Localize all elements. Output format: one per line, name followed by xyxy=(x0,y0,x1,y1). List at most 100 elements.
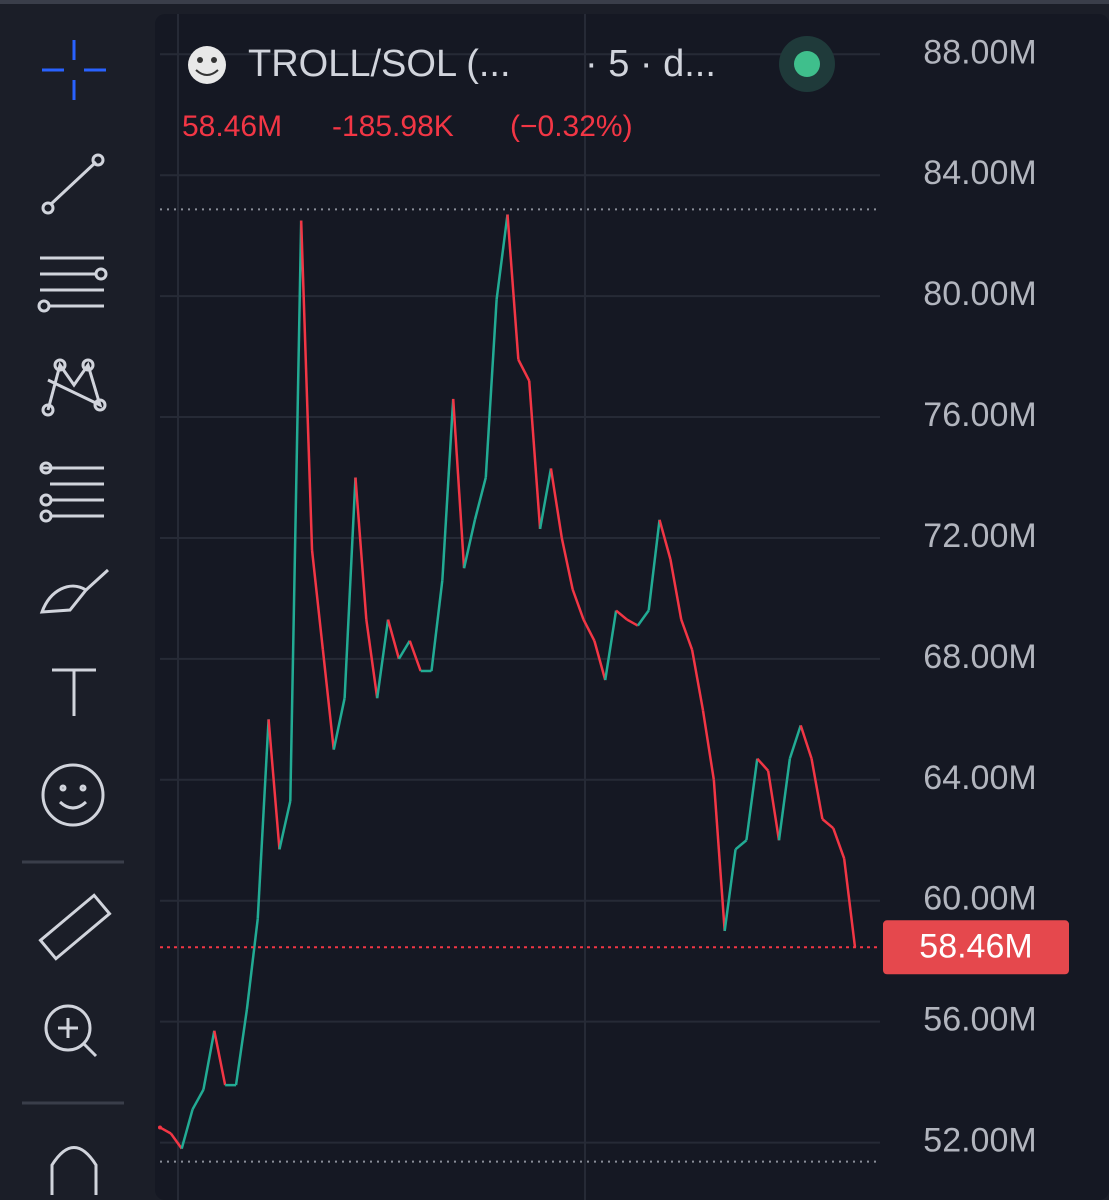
price-segment xyxy=(245,918,259,1010)
text-tool[interactable] xyxy=(52,668,96,716)
price-segment xyxy=(766,770,781,841)
price-segment xyxy=(821,818,835,830)
price-segment xyxy=(701,710,716,781)
price-segment xyxy=(386,619,401,660)
price-segment xyxy=(615,609,628,621)
price-segment xyxy=(365,619,379,699)
price-segment xyxy=(321,649,335,750)
change: -185.98K xyxy=(332,110,454,143)
price-segment xyxy=(267,719,281,850)
price-segment xyxy=(278,800,292,850)
price-segment xyxy=(680,619,694,651)
top-border xyxy=(0,0,1109,4)
price-segment xyxy=(289,220,303,801)
price-segment xyxy=(756,757,770,772)
price-segment xyxy=(560,537,574,590)
y-tick-label: 80.00M xyxy=(923,275,1036,313)
price-segment xyxy=(495,214,509,300)
plot-panel xyxy=(155,14,1109,1200)
price-segment xyxy=(462,519,477,569)
price-segment xyxy=(408,640,422,672)
status-dot xyxy=(794,51,820,77)
price-segment xyxy=(202,1030,216,1090)
last-price-label: 58.46M xyxy=(919,927,1032,965)
price-segment xyxy=(636,609,650,627)
price-segment xyxy=(626,618,639,627)
emoji-tool[interactable] xyxy=(41,763,105,827)
price-segment xyxy=(517,359,531,382)
brush-tool[interactable] xyxy=(39,568,110,614)
y-tick-label: 52.00M xyxy=(923,1122,1036,1160)
price-segment xyxy=(256,719,270,919)
price-segment xyxy=(169,1132,183,1150)
price-segment xyxy=(712,779,726,932)
change-percent: (−0.32%) xyxy=(510,110,633,143)
price-segment xyxy=(832,827,846,859)
forecast-tool[interactable] xyxy=(39,461,104,523)
y-tick-label: 84.00M xyxy=(923,154,1036,192)
price-segment xyxy=(538,468,553,530)
token-icon-eye xyxy=(197,57,203,63)
price-segment xyxy=(332,697,346,750)
price-segment xyxy=(669,558,683,620)
price-segment xyxy=(723,849,737,932)
price-segment xyxy=(159,1126,172,1135)
price-segment xyxy=(397,640,411,660)
zoom-tool[interactable] xyxy=(44,1004,98,1058)
price-segment xyxy=(582,619,596,642)
price-segment xyxy=(734,839,748,851)
price-segment xyxy=(549,468,564,539)
price-segment xyxy=(647,519,661,611)
price-segment xyxy=(441,398,455,581)
price-segment xyxy=(593,640,607,681)
price-segment xyxy=(799,725,813,760)
symbol: TROLL/SOL (... xyxy=(248,43,511,85)
price-segment xyxy=(310,549,325,650)
price-segment xyxy=(375,619,390,699)
price-segment xyxy=(354,477,368,620)
price-segment xyxy=(745,758,759,841)
price-segment xyxy=(506,214,520,360)
price-segment xyxy=(430,580,444,672)
fib-tool[interactable] xyxy=(37,256,108,313)
price-segment xyxy=(180,1108,194,1149)
y-tick-label: 68.00M xyxy=(923,638,1036,676)
magnet-tool[interactable] xyxy=(50,1146,98,1196)
price-segment xyxy=(527,380,542,529)
y-tick-label: 88.00M xyxy=(923,33,1036,71)
pattern-tool[interactable] xyxy=(41,358,107,417)
plot xyxy=(158,53,880,1163)
price-segment xyxy=(777,758,792,841)
price-segment xyxy=(788,725,802,760)
price-segment xyxy=(571,588,585,621)
y-tick-label: 64.00M xyxy=(923,759,1036,797)
token-icon-mouth xyxy=(195,69,219,76)
crosshair-tool[interactable] xyxy=(42,40,106,100)
price-segment xyxy=(213,1030,227,1086)
token-icon xyxy=(188,46,226,84)
toolbar xyxy=(22,40,124,1195)
trendline-tool[interactable] xyxy=(41,153,105,215)
last-price-badge xyxy=(883,920,1069,975)
y-tick-label: 56.00M xyxy=(923,1001,1036,1039)
header-price: 58.46M xyxy=(182,110,282,143)
y-tick-label: 60.00M xyxy=(923,880,1036,918)
price-segment xyxy=(234,1009,249,1086)
interval: · 5 · d... xyxy=(585,43,716,85)
price-segment xyxy=(299,220,314,551)
price-segment xyxy=(473,477,487,521)
y-tick-label: 72.00M xyxy=(923,517,1036,555)
token-icon-eye xyxy=(211,57,217,63)
price-segment xyxy=(810,758,824,820)
price-segment xyxy=(451,398,466,569)
price-segment xyxy=(603,610,618,681)
price-segment xyxy=(658,519,672,560)
y-tick-label: 76.00M xyxy=(923,396,1036,434)
price-segment xyxy=(690,649,705,711)
price-segment xyxy=(191,1089,205,1110)
price-segment xyxy=(484,299,498,478)
price-segment xyxy=(343,477,357,699)
ruler-tool[interactable] xyxy=(38,893,112,961)
